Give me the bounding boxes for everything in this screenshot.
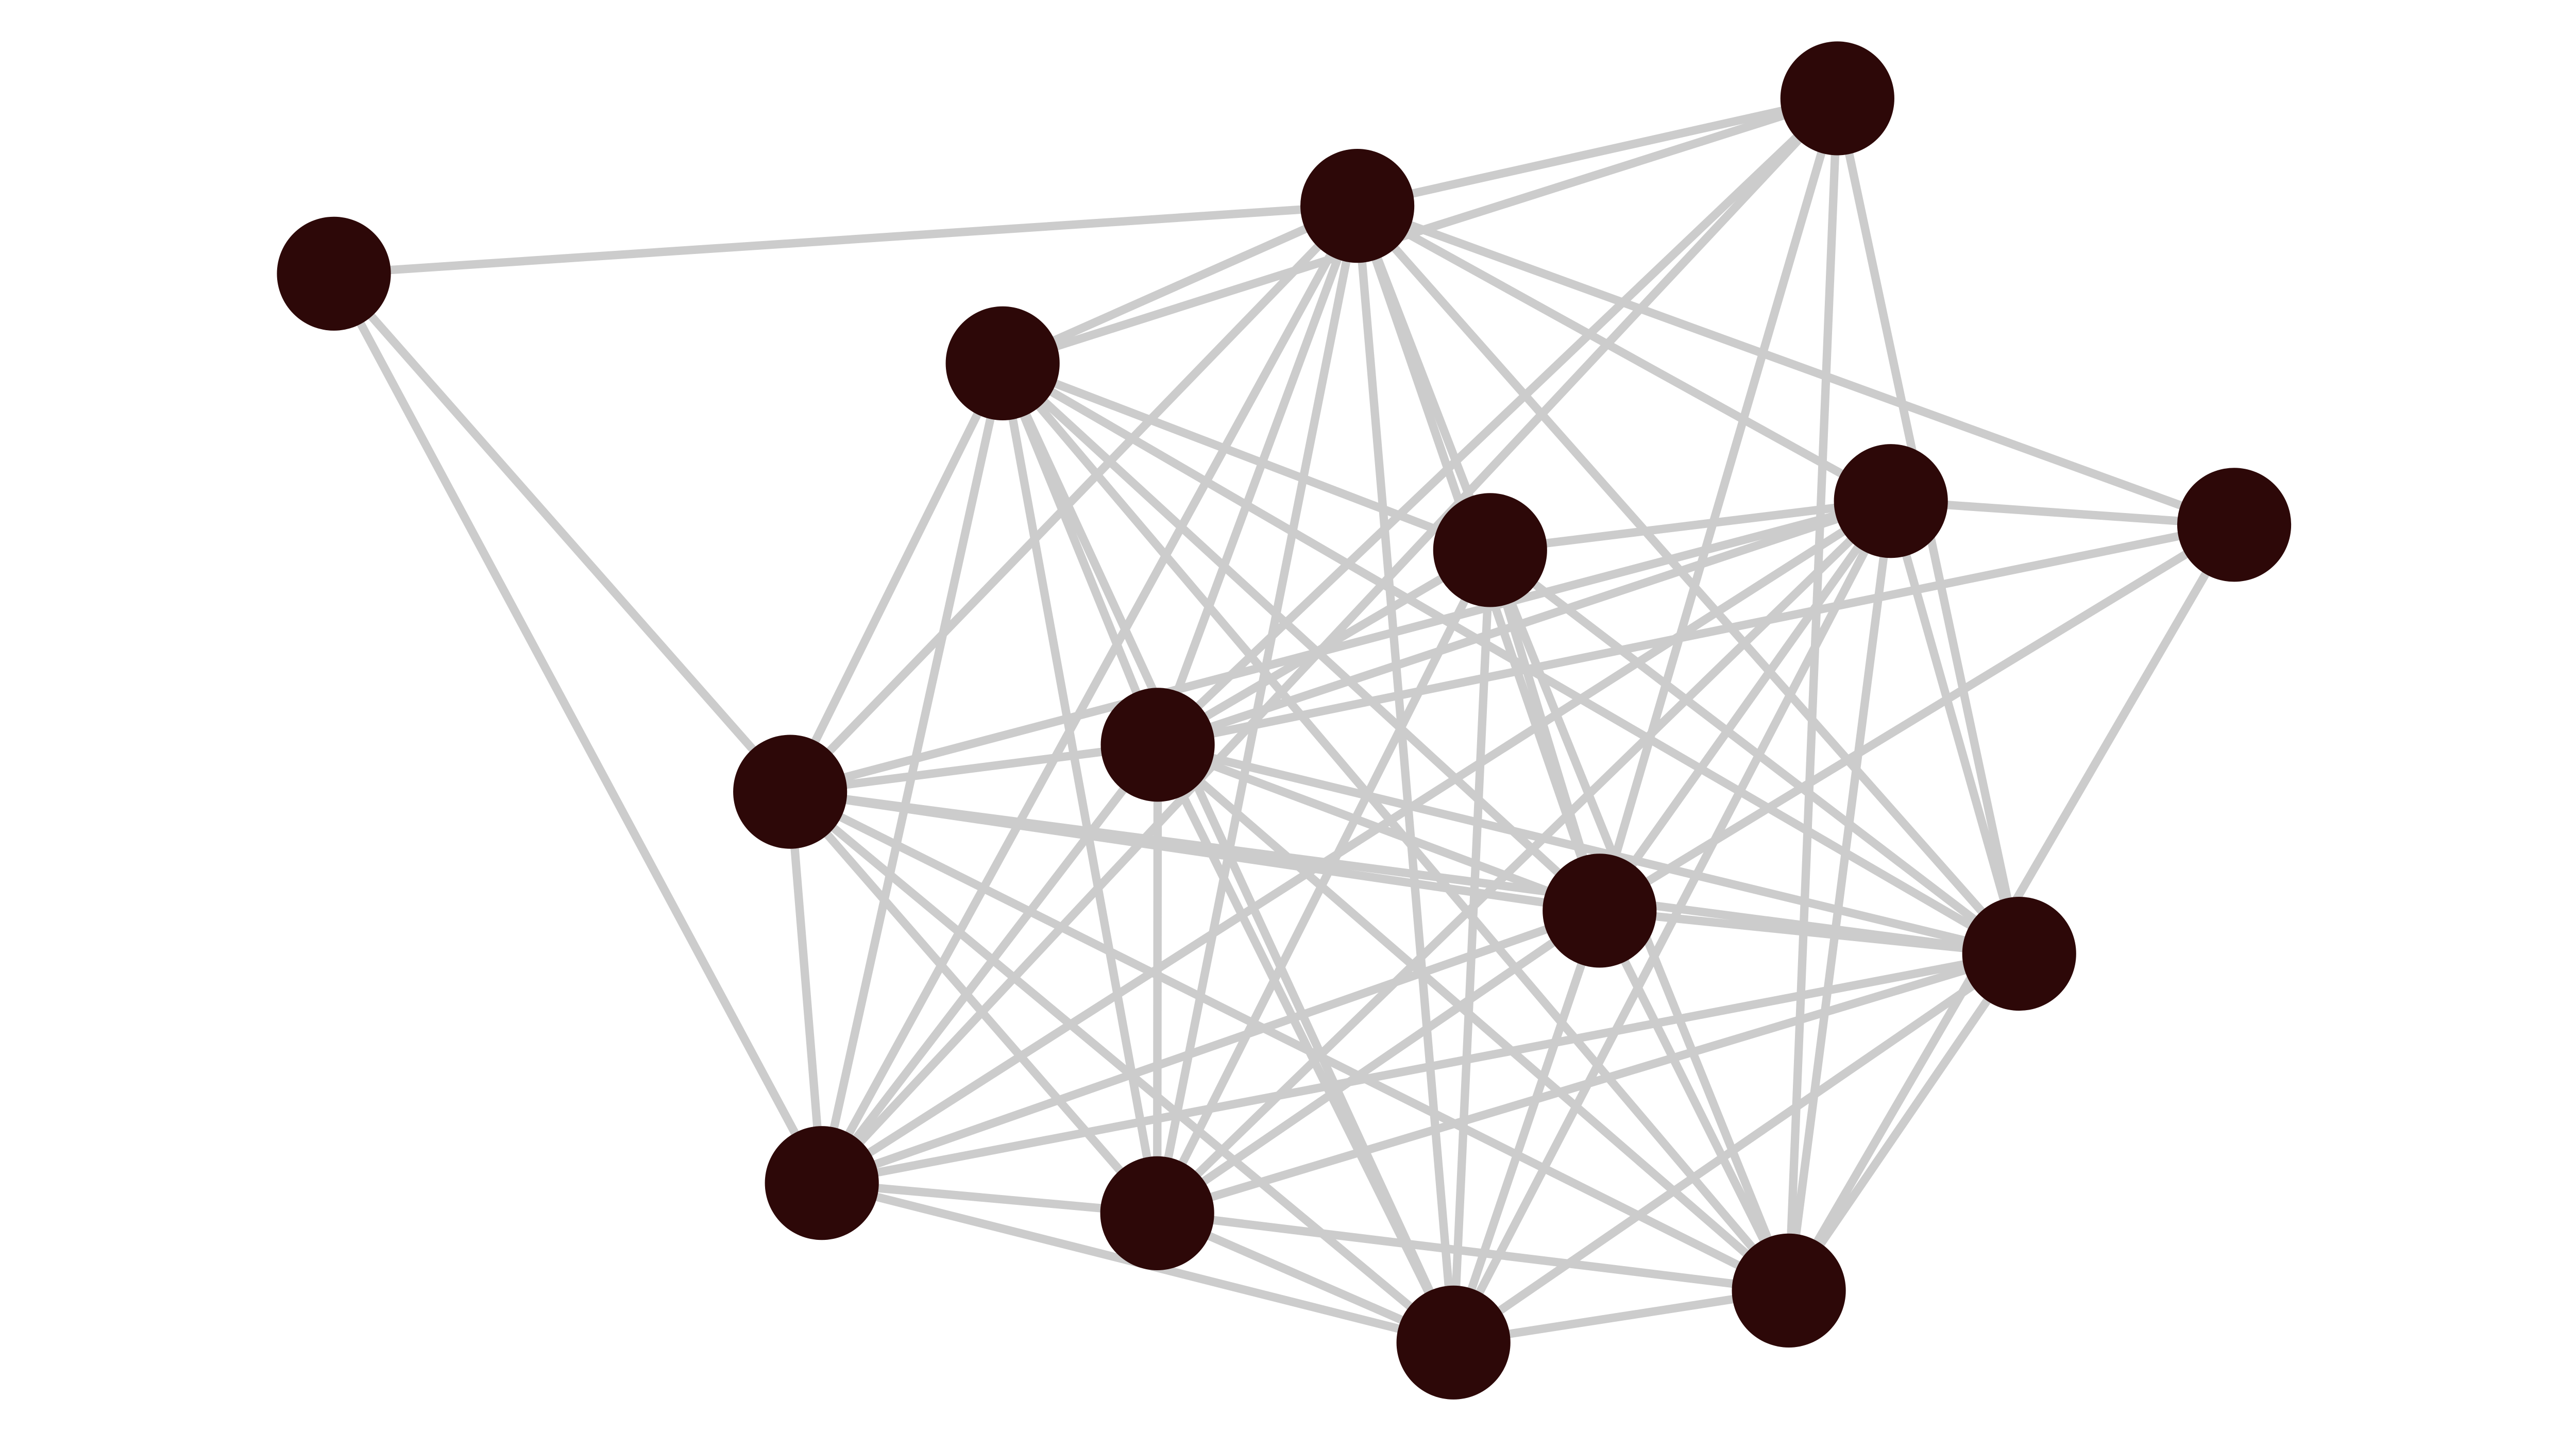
graph-node (2177, 468, 2292, 582)
graph-edge (1153, 740, 2024, 958)
graph-edge (1887, 497, 2024, 958)
node-layer (277, 41, 2292, 1400)
graph-node (1962, 896, 2076, 1011)
graph-node (733, 735, 848, 849)
graph-node (1300, 149, 1415, 263)
graph-edge (786, 787, 1458, 1347)
graph-edge (1153, 1209, 1793, 1295)
graph-edge (786, 740, 1162, 796)
graph-node (1100, 688, 1215, 802)
graph-edge (1595, 906, 1793, 1295)
graph-edge (1595, 94, 1842, 915)
graph-edge (1353, 201, 1458, 1347)
graph-edge (1153, 520, 2239, 749)
graph-edge (329, 201, 1362, 278)
graph-edge (1595, 520, 2239, 915)
graph-node (1732, 1233, 1846, 1348)
graph-edge (786, 359, 1007, 796)
graph-edge (818, 497, 1895, 1187)
graph-edge (818, 949, 2024, 1187)
graph-edge (1486, 497, 1895, 555)
graph-node (765, 1126, 879, 1240)
graph-node (1780, 41, 1894, 156)
graph-edge (998, 359, 1793, 1295)
graph-edge (1784, 949, 2024, 1295)
graph-edge (998, 359, 1495, 555)
graph-node (945, 306, 1060, 420)
graph-edge (786, 787, 1793, 1295)
graph-edge (1449, 949, 2024, 1347)
graph-node (1100, 1156, 1214, 1270)
graph-edge (998, 201, 1362, 368)
graph-edge (1153, 545, 1495, 1218)
graph-edge (1153, 740, 1162, 1218)
graph-edge (1153, 906, 1604, 1218)
graph-node (1543, 854, 1657, 968)
graph-edge (998, 94, 1842, 368)
graph-edge (1153, 740, 1604, 915)
graph-edge (1486, 545, 2024, 958)
graph-edge (1353, 94, 1842, 210)
graph-node (1834, 444, 1948, 558)
graph-edge (1353, 201, 1895, 505)
graph-edge (998, 359, 2024, 958)
graph-node (1433, 493, 1547, 607)
graph-edge (1784, 94, 1842, 1295)
graph-edge (1153, 497, 1895, 749)
graph-edge (1153, 949, 2024, 1218)
graph-edge (329, 269, 794, 796)
graph-node (1396, 1285, 1511, 1400)
graph-edge (786, 497, 1895, 796)
graph-edge (329, 269, 826, 1187)
graph-edge (818, 740, 1162, 1187)
graph-edge (1595, 906, 2024, 958)
graph-edge (786, 787, 2024, 958)
graph-edge (818, 201, 1362, 1187)
graph-edge (1153, 94, 1842, 749)
graph-edge (786, 787, 826, 1187)
graph-edge (1784, 497, 1895, 1295)
graph-edge (1153, 740, 1793, 1295)
graph-edge (786, 787, 1162, 1218)
graph-edge (1449, 906, 1604, 1347)
graph-edge (1353, 201, 2239, 530)
graph-edge (786, 201, 1362, 796)
graph-node (277, 216, 391, 331)
edge-layer (329, 94, 2239, 1347)
graph-edge (1595, 497, 1895, 915)
graph-edge (818, 906, 1604, 1187)
graph-edge (1449, 545, 1495, 1347)
graph-edge (1353, 201, 2024, 958)
graph-edge (998, 359, 1604, 915)
graph-edge (1887, 497, 2239, 530)
graph-edge (1153, 201, 1362, 749)
